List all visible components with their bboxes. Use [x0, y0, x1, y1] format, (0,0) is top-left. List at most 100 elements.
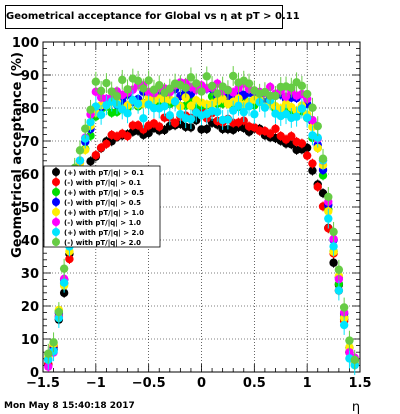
data-point — [170, 97, 180, 106]
data-point — [197, 87, 206, 96]
data-point — [260, 103, 270, 112]
x-tick-label: 1.5 — [348, 376, 371, 391]
data-point — [223, 85, 233, 95]
series-7 — [44, 66, 359, 370]
data-point — [339, 320, 349, 330]
data-point — [165, 84, 174, 93]
data-point — [75, 146, 85, 155]
y-tick-label: 50 — [21, 201, 39, 216]
data-point — [44, 349, 53, 358]
legend-label: (+) with pT/|q| > 1.0 — [64, 209, 144, 218]
data-point — [186, 114, 196, 124]
data-point — [75, 156, 85, 165]
data-point — [350, 355, 359, 365]
data-point — [133, 76, 143, 86]
y-tick-label: 70 — [21, 135, 39, 150]
data-point — [239, 107, 248, 117]
data-point — [313, 133, 322, 142]
data-point — [324, 192, 333, 202]
data-point — [329, 227, 338, 237]
data-point — [165, 111, 174, 120]
data-point — [170, 118, 180, 128]
data-point — [102, 139, 111, 149]
legend-label: (-) with pT/|q| > 0.1 — [64, 179, 141, 188]
data-point — [155, 122, 164, 131]
legend-label: (-) with pT/|q| > 2.0 — [64, 239, 141, 248]
data-point — [244, 102, 254, 111]
x-tick-label: 0.5 — [243, 376, 266, 391]
data-point — [302, 89, 312, 99]
y-tick-label: 100 — [12, 36, 39, 51]
data-point — [91, 77, 101, 86]
data-point — [123, 85, 132, 94]
data-point — [308, 166, 317, 175]
data-point — [133, 99, 143, 109]
data-point — [334, 265, 344, 274]
data-point — [287, 132, 296, 141]
data-point — [118, 75, 127, 85]
data-point — [81, 124, 90, 133]
data-point — [313, 121, 322, 131]
legend: (+) with pT/|q| > 0.1(-) with pT/|q| > 0… — [43, 165, 161, 248]
data-point — [59, 288, 69, 298]
data-point — [250, 110, 259, 119]
data-point — [54, 307, 64, 317]
data-point — [308, 159, 317, 168]
legend-label: (+) with pT/|q| > 2.0 — [64, 229, 144, 238]
data-point — [287, 83, 296, 92]
y-tick-label: 40 — [21, 234, 39, 249]
x-tick-label: −1.5 — [26, 376, 60, 391]
data-point — [244, 79, 254, 88]
data-point — [234, 101, 243, 111]
x-tick-label: 0 — [197, 376, 206, 391]
data-point — [339, 303, 349, 312]
data-point — [334, 286, 344, 295]
data-point — [123, 131, 132, 141]
data-point — [213, 89, 222, 98]
y-tick-label: 20 — [21, 300, 39, 315]
y-tick-label: 80 — [21, 102, 39, 117]
data-point — [271, 124, 280, 134]
data-point — [308, 103, 317, 112]
y-tick-label: 30 — [21, 267, 39, 282]
data-point — [297, 81, 307, 91]
data-point — [49, 338, 58, 347]
y-axis-label: Geometrical acceptance (%) — [10, 52, 25, 258]
data-point — [302, 151, 312, 160]
data-point — [96, 110, 106, 120]
data-point — [218, 94, 227, 103]
data-point — [329, 242, 338, 251]
title-box: Geometrical acceptance for Global vs η a… — [5, 5, 300, 29]
data-point — [192, 79, 201, 88]
data-point — [139, 84, 148, 93]
data-point — [160, 102, 169, 111]
data-point — [213, 107, 222, 117]
legend-label: (+) with pT/|q| > 0.5 — [64, 189, 144, 198]
data-point — [181, 83, 190, 92]
data-point — [86, 117, 95, 127]
legend-label: (-) with pT/|q| > 0.5 — [64, 199, 141, 208]
legend-label: (+) with pT/|q| > 0.1 — [64, 169, 144, 178]
data-point — [59, 278, 69, 287]
y-tick-label: 90 — [21, 69, 39, 84]
data-point — [281, 92, 291, 101]
data-point — [313, 143, 322, 153]
data-point — [112, 92, 122, 101]
data-point — [96, 86, 106, 96]
x-tick-label: −1 — [86, 376, 106, 391]
data-point — [91, 150, 101, 160]
x-tick-label: 1 — [303, 376, 312, 391]
data-point — [123, 109, 132, 118]
data-point — [329, 258, 338, 267]
data-point — [297, 139, 307, 148]
data-point — [313, 182, 322, 192]
data-point — [302, 113, 312, 122]
data-point — [202, 72, 211, 81]
data-point — [139, 114, 148, 123]
data-point — [59, 264, 69, 273]
data-point — [155, 81, 164, 90]
data-point — [324, 214, 333, 223]
x-axis-label: η — [352, 400, 360, 414]
y-tick-label: 0 — [30, 366, 39, 381]
